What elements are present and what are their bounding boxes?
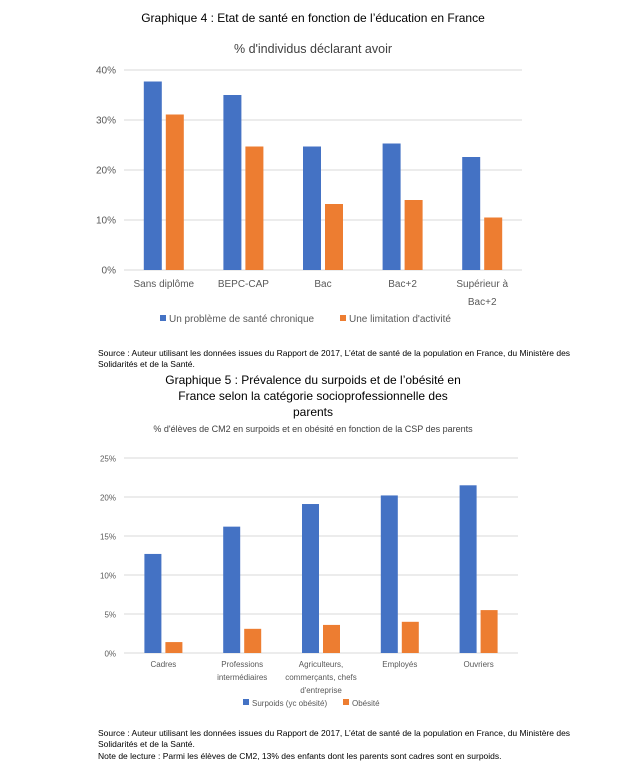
chart1-bar-orange [404, 200, 423, 270]
chart1-category-label: Bac+2 [468, 297, 497, 308]
chart2-bar-blue [380, 495, 398, 653]
chart2-subtitle: % d'élèves de CM2 en surpoids et en obés… [153, 424, 473, 434]
chart1-bar-orange [245, 146, 264, 270]
chart1-category-label: Supérieur à [456, 279, 508, 290]
chart2-category-label: d'entreprise [300, 686, 342, 695]
chart2-bar-orange [165, 642, 183, 653]
chart2-ytick-label: 25% [100, 455, 116, 464]
chart1-legend-swatch [340, 315, 346, 321]
chart2-legend-swatch [343, 699, 349, 705]
chart2-category-label: intermédiaires [217, 673, 267, 682]
chart1-bar-orange [484, 217, 503, 270]
chart1-category-label: Sans diplôme [134, 279, 195, 290]
chart2-ytick-label: 0% [104, 650, 116, 659]
chart2-source: Source : Auteur utilisant les données is… [98, 728, 571, 749]
chart2-note: Note de lecture : Parmi les élèves de CM… [98, 751, 502, 761]
chart2-category-label: Professions [221, 660, 263, 669]
chart2-legend-label: Surpoids (yc obésité) [252, 699, 327, 708]
chart1-category-label: Bac [314, 279, 331, 290]
chart1-legend-swatch [160, 315, 166, 321]
chart1-bar-orange [325, 204, 343, 270]
chart2-ytick-label: 20% [100, 494, 116, 503]
chart1-bar-blue [462, 157, 481, 270]
chart2-legend-label: Obésité [352, 699, 380, 708]
chart2-bar-blue [302, 504, 319, 653]
chart1-bar-blue [223, 95, 242, 270]
chart1-category-label: Bac+2 [388, 279, 417, 290]
chart1-bar-blue [303, 146, 321, 270]
chart2-category-label: commerçants, chefs [285, 673, 357, 682]
chart2-ytick-label: 5% [104, 611, 116, 620]
chart1-source: Source : Auteur utilisant les données is… [98, 348, 571, 369]
chart2-category-label: Cadres [151, 660, 177, 669]
chart1-legend-label: Un problème de santé chronique [169, 314, 315, 325]
chart1-bar-blue [382, 143, 401, 270]
chart2-bar-blue [223, 526, 241, 653]
chart1-category-label: BEPC-CAP [218, 279, 269, 290]
chart2-bar-orange [480, 610, 498, 653]
chart2-bar-orange [401, 621, 419, 653]
chart2-bar-blue [459, 485, 477, 653]
chart2-bar-blue [144, 553, 162, 653]
chart2-bar-orange [244, 628, 262, 653]
chart1-subtitle: % d'individus déclarant avoir [233, 42, 393, 56]
chart1-ytick-label: 20% [96, 166, 116, 177]
chart2-category-label: Ouvriers [463, 660, 493, 669]
chart2-title: Graphique 5 : Prévalence du surpoids et … [165, 373, 461, 419]
chart1-bar-orange [165, 114, 184, 270]
chart2-bar-orange [323, 624, 340, 653]
chart1-ytick-label: 0% [102, 266, 117, 277]
chart1-ytick-label: 40% [96, 66, 116, 77]
chart2-category-label: Agriculteurs, [299, 660, 343, 669]
chart2-ytick-label: 15% [100, 533, 116, 542]
chart1-ytick-label: 10% [96, 216, 116, 227]
chart2-category-label: Employés [382, 660, 417, 669]
chart1-bar-blue [143, 81, 162, 270]
chart1-legend-label: Une limitation d'activité [349, 314, 451, 325]
chart2-legend-swatch [243, 699, 249, 705]
chart1-ytick-label: 30% [96, 116, 116, 127]
chart1-title: Graphique 4 : Etat de santé en fonction … [141, 11, 485, 25]
chart2-ytick-label: 10% [100, 572, 116, 581]
